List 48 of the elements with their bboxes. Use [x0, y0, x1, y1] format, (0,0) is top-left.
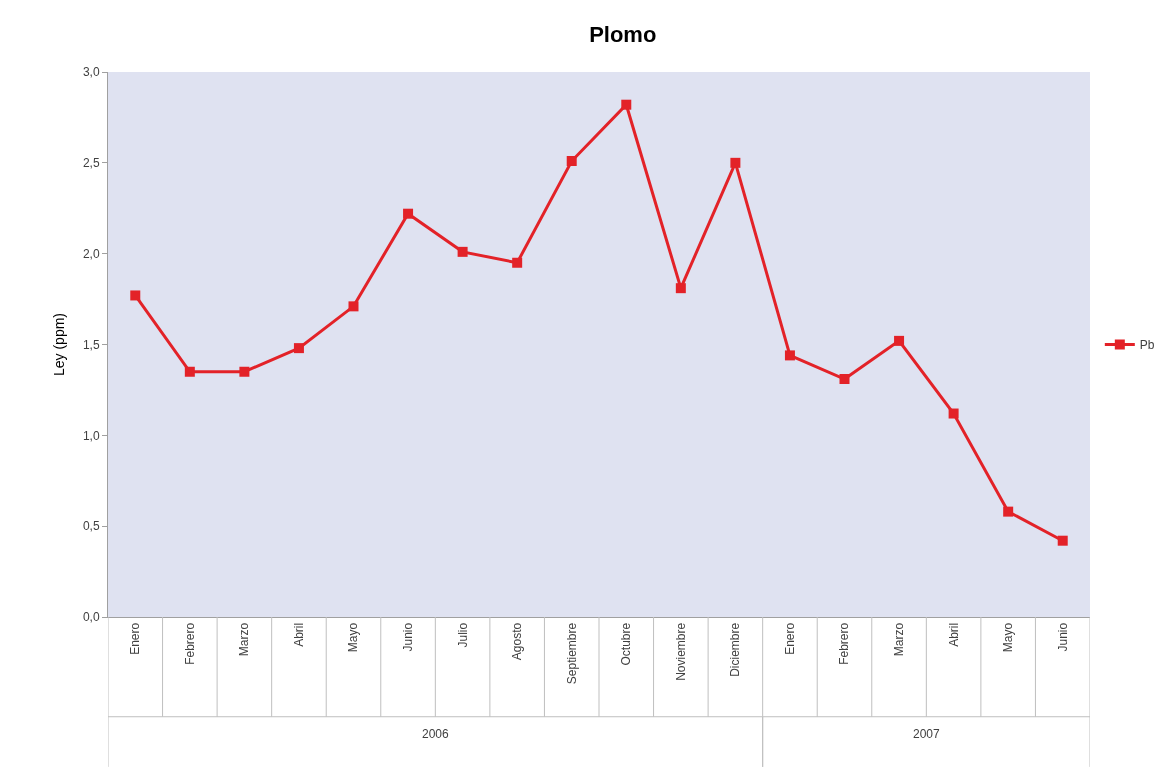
x-tick-label: Julio — [455, 622, 470, 648]
y-tick-label: 3,0 — [82, 65, 100, 80]
x-tick-label: Febrero — [837, 622, 852, 665]
text: 2006 — [422, 727, 450, 741]
x-tick-label: Enero — [782, 622, 797, 655]
legend-label: Pb — [1139, 338, 1155, 353]
x-tick-label: Octubre — [619, 622, 634, 666]
x-tick-label: Abril — [291, 622, 306, 647]
point — [184, 366, 195, 377]
x-tick-label: Junio — [400, 622, 415, 652]
x-tick-label: Marzo — [891, 622, 906, 657]
point — [403, 208, 414, 219]
point — [1057, 535, 1068, 546]
x-tick-label: Enero — [128, 622, 143, 655]
x-tick-label: Marzo — [237, 622, 252, 657]
x-tick-label: Noviembre — [673, 622, 688, 681]
point — [293, 343, 304, 354]
point — [621, 99, 632, 110]
point — [348, 301, 359, 312]
y-tick-label: 1,5 — [82, 337, 100, 352]
x-tick-label: Diciembre — [728, 622, 743, 677]
x-tick-label: Mayo — [1001, 622, 1016, 653]
y-tick-label: 0,5 — [82, 519, 100, 534]
chart-title: Plomo — [589, 22, 657, 48]
y-tick-label: 1,0 — [82, 428, 100, 443]
y-tick-label: 2,5 — [82, 156, 100, 171]
x-tick-label: Septiembre — [564, 622, 579, 685]
y-tick-label: 0,0 — [82, 610, 100, 625]
x-tick-label: Agosto — [510, 622, 525, 661]
x-tick-label: Mayo — [346, 622, 361, 653]
x-tick-label: Junio — [1055, 622, 1070, 652]
point — [839, 374, 850, 385]
point — [1003, 506, 1014, 517]
point — [239, 366, 250, 377]
y-axis-title: Ley (ppm) — [50, 312, 67, 377]
point — [894, 335, 905, 346]
point — [948, 408, 959, 419]
text: 2007 — [913, 727, 941, 741]
x-tick-label: Febrero — [182, 622, 197, 665]
y-tick-label: 2,0 — [82, 246, 100, 261]
point — [730, 157, 741, 168]
point — [784, 350, 795, 361]
x-tick-label: Abril — [946, 622, 961, 647]
point — [675, 283, 686, 294]
point — [566, 156, 577, 167]
point — [457, 246, 468, 257]
point — [130, 290, 141, 301]
point — [512, 257, 523, 268]
